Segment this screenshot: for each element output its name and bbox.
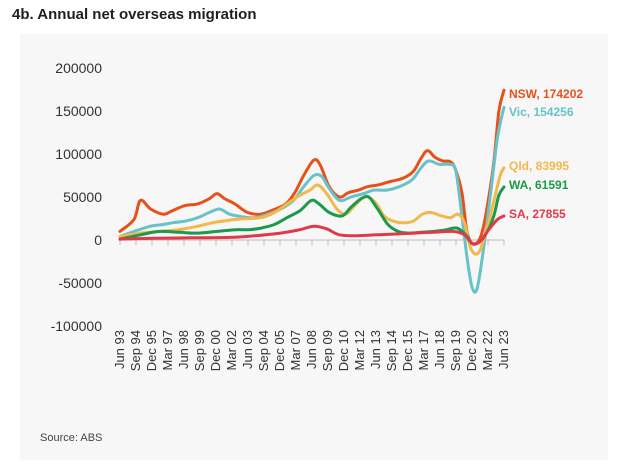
x-tick-label: Mar 07 [288,330,303,370]
y-tick-label: 100000 [55,146,102,162]
y-tick-label: 50000 [63,189,102,205]
y-tick-label: 150000 [55,103,102,119]
x-tick-label: Mar 12 [352,330,367,370]
series-end-label-sa: SA, 27855 [509,207,566,221]
x-tick-label: Jun 13 [368,330,383,369]
x-tick-label: Sep 99 [192,330,207,371]
series-line-wa [118,185,506,246]
x-tick-label: Sep 19 [448,330,463,371]
x-tick-label: Sep 09 [320,330,335,371]
x-tick-label: Dec 05 [272,330,287,371]
y-tick-label: 0 [94,232,102,248]
x-tick-label: Sep 94 [128,330,143,371]
line-chart: -100000 -50000 0 50000 100000 150000 200000 Jun… [51,60,584,371]
x-tick-label: Sep 04 [256,330,271,371]
y-tick-label: -50000 [58,275,102,291]
y-tick-label: -100000 [51,318,103,334]
chart-title: 4b. Annual net overseas migration [12,6,257,23]
x-tick-label: Jun 93 [112,330,127,369]
x-tick-label: Mar 97 [160,330,175,370]
x-tick-label: Jun 08 [304,330,319,369]
x-tick-label: Dec 20 [464,330,479,371]
x-tick-label: Dec 00 [208,330,223,371]
series-end-label-vic: Vic, 154256 [509,105,574,119]
series-end-label-nsw: NSW, 174202 [509,87,583,101]
x-tick-label: Mar 02 [224,330,239,370]
x-tick-label: Jun 03 [240,330,255,369]
series-line-vic [118,105,506,294]
series-end-label-wa: WA, 61591 [509,178,569,192]
chart-panel: -100000 -50000 0 50000 100000 150000 200000 Jun… [20,34,608,460]
x-tick-label: Dec 95 [144,330,159,371]
series-end-label-qld: Qld, 83995 [509,159,569,173]
x-tick-label: Sep 14 [384,330,399,371]
source-note: Source: ABS [40,432,103,444]
x-tick-label: Dec 10 [336,330,351,371]
x-tick-label: Dec 15 [400,330,415,371]
x-tick-label: Mar 22 [480,330,495,370]
x-tick-label: Jun 23 [496,330,511,369]
series-line-nsw [118,88,506,246]
y-tick-label: 200000 [55,60,102,76]
x-tick-label: Mar 17 [416,330,431,370]
series-line-sa [118,214,506,246]
x-tick-label: Jun 98 [176,330,191,369]
x-tick-label: Jun 18 [432,330,447,369]
